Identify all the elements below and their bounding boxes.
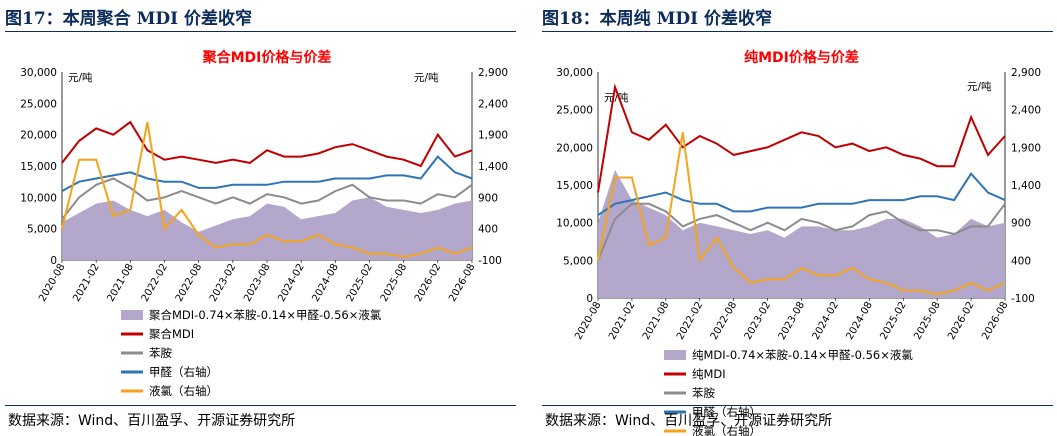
- x-tick-label: 2024-08: [845, 300, 875, 342]
- right-tick-label: 900: [478, 192, 498, 204]
- right-tick-label: 2,400: [478, 98, 508, 110]
- left-tick-label: 30,000: [20, 67, 57, 79]
- left-unit-label: 元/吨: [68, 71, 93, 84]
- x-tick-label: 2020-08: [573, 300, 603, 342]
- x-tick-label: 2025-02: [345, 262, 375, 304]
- series-line-3: [61, 155, 473, 192]
- chart-title: 聚合MDI价格与价差: [202, 49, 332, 66]
- legend-label: 纯MDI-0.74×苯胺-0.14×甲醛-0.56×液氯: [692, 348, 913, 362]
- figure-title-left: 图17：本周聚合 MDI 价差收窄: [5, 9, 253, 29]
- x-tick-label: 2021-08: [106, 262, 136, 304]
- right-tick-label: 1,900: [1011, 142, 1041, 154]
- series-line-2: [61, 177, 473, 220]
- series-line-3: [597, 172, 1006, 216]
- left-tick-label: 30,000: [556, 67, 593, 79]
- left-tick-label: 15,000: [556, 180, 593, 192]
- right-tick-label: -100: [1011, 293, 1035, 305]
- x-tick-label: 2022-08: [709, 300, 739, 342]
- legend-label: 液氯（右轴）: [692, 424, 761, 436]
- legend-label: 甲醛（右轴）: [692, 405, 761, 419]
- left-tick-label: 0: [586, 293, 593, 305]
- legend-label: 聚合MDI-0.74×苯胺-0.14×甲醛-0.56×液氯: [149, 308, 382, 322]
- source-note-right: 数据来源：Wind、百川盈孚、开源证券研究所: [545, 413, 833, 429]
- figure-title-right: 图18：本周纯 MDI 价差收窄: [542, 9, 773, 29]
- x-tick-label: 2021-08: [641, 300, 671, 342]
- right-tick-label: 1,900: [478, 130, 508, 142]
- series-line-1: [61, 120, 473, 168]
- left-tick-label: 10,000: [20, 192, 57, 204]
- x-tick-label: 2022-08: [174, 262, 204, 304]
- left-tick-label: 25,000: [20, 98, 57, 110]
- series-area-spread: [598, 169, 1005, 298]
- left-tick-label: 0: [50, 255, 57, 267]
- legend-swatch: [664, 350, 686, 360]
- legend-label: 苯胺: [149, 346, 172, 360]
- left-tick-label: 15,000: [20, 161, 57, 173]
- source-note-left: 数据来源：Wind、百川盈孚、开源证券研究所: [8, 413, 296, 429]
- right-unit-label: 元/吨: [414, 71, 439, 84]
- x-tick-label: 2024-02: [276, 262, 306, 304]
- right-tick-label: 2,400: [1011, 105, 1041, 117]
- right-tick-label: 1,400: [1011, 180, 1041, 192]
- left-tick-label: 5,000: [27, 224, 57, 236]
- right-tick-label: -100: [478, 255, 502, 267]
- series-area-spread: [62, 197, 472, 260]
- series-line-2: [597, 202, 1006, 261]
- right-tick-label: 900: [1011, 218, 1031, 230]
- title-rule-left: [5, 31, 516, 32]
- x-tick-label: 2021-02: [607, 300, 637, 342]
- x-tick-label: 2022-02: [675, 300, 705, 342]
- legend-label: 液氯（右轴）: [149, 384, 218, 398]
- left-unit-label: 元/吨: [604, 91, 629, 104]
- left-tick-label: 5,000: [563, 255, 593, 267]
- chart-panel-0: 聚合MDI价格与价差 0 5,000 10,000 15,000 20,000 25,000…: [20, 49, 508, 398]
- x-tick-label: 2024-02: [811, 300, 841, 342]
- x-tick-label: 2026-08: [447, 262, 477, 304]
- source-rule-right: [542, 405, 1053, 406]
- x-tick-label: 2025-02: [878, 300, 908, 342]
- series-line-1: [597, 83, 1006, 193]
- left-tick-label: 20,000: [20, 130, 57, 142]
- right-tick-label: 1,400: [478, 161, 508, 173]
- x-tick-label: 2025-08: [379, 262, 409, 304]
- left-tick-label: 10,000: [556, 218, 593, 230]
- chart-panel-1: 纯MDI价格与价差 0 5,000 10,000 15,000 20,000 25,000 3…: [556, 49, 1041, 436]
- right-unit-label: 元/吨: [967, 80, 992, 93]
- x-tick-label: 2026-08: [980, 300, 1010, 342]
- left-tick-label: 20,000: [556, 142, 593, 154]
- legend-swatch: [121, 310, 143, 320]
- x-tick-label: 2021-02: [71, 262, 101, 304]
- x-tick-label: 2023-02: [743, 300, 773, 342]
- right-tick-label: 2,900: [478, 67, 508, 79]
- left-tick-label: 25,000: [556, 105, 593, 117]
- x-tick-label: 2026-02: [413, 262, 443, 304]
- legend-label: 苯胺: [692, 386, 715, 400]
- source-rule-left: [5, 405, 516, 406]
- right-tick-label: 400: [1011, 255, 1031, 267]
- x-tick-label: 2023-02: [208, 262, 238, 304]
- x-tick-label: 2023-08: [242, 262, 272, 304]
- x-tick-label: 2023-08: [777, 300, 807, 342]
- right-tick-label: 2,900: [1011, 67, 1041, 79]
- x-tick-label: 2026-02: [946, 300, 976, 342]
- legend-label: 纯MDI: [692, 367, 726, 381]
- title-rule-right: [542, 31, 1053, 32]
- series-line-4: [61, 121, 473, 258]
- right-tick-label: 400: [478, 224, 498, 236]
- x-tick-label: 2024-08: [311, 262, 341, 304]
- legend-label: 聚合MDI: [149, 327, 194, 341]
- x-tick-label: 2020-08: [37, 262, 67, 304]
- chart-title: 纯MDI价格与价差: [744, 49, 859, 66]
- series-line-4: [597, 132, 1006, 296]
- x-tick-label: 2025-08: [912, 300, 942, 342]
- x-tick-label: 2022-02: [140, 262, 170, 304]
- legend-label: 甲醛（右轴）: [149, 365, 218, 379]
